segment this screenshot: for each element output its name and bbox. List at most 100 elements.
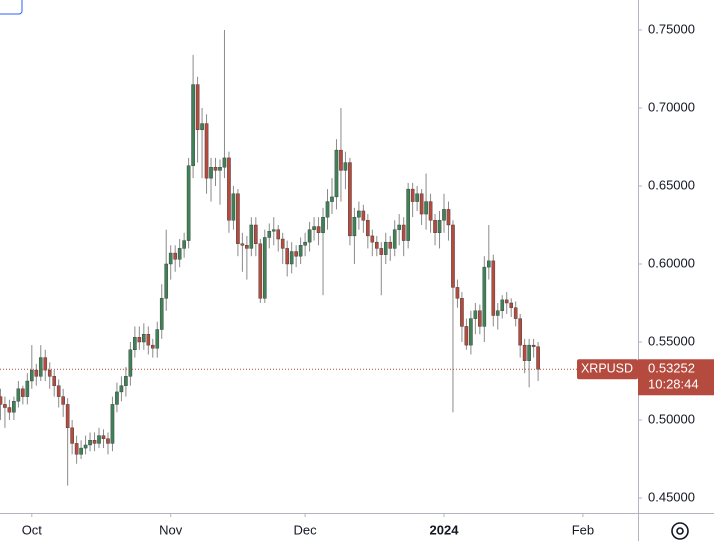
candle-body (249, 224, 254, 249)
x-tick-label: Nov (159, 522, 183, 537)
candle-body (406, 188, 410, 241)
candle-body (410, 188, 415, 202)
candle-body (513, 307, 518, 319)
candle-body (56, 385, 61, 397)
candle-body (16, 388, 21, 402)
candle-body (482, 266, 487, 327)
candle-body (352, 216, 357, 237)
candle-body (262, 237, 267, 299)
candle-body (357, 210, 361, 218)
candle-body (182, 240, 186, 249)
candle-body (245, 245, 249, 249)
y-tick-label: 0.45000 (648, 489, 695, 504)
candle-body (397, 224, 401, 230)
candle-body (531, 344, 536, 347)
candle-body (7, 407, 12, 413)
last-price-label: 0.53252 (648, 361, 695, 376)
candle-body (61, 396, 65, 405)
candle-body (518, 318, 522, 346)
candle-body (316, 226, 321, 233)
candle-body (47, 369, 52, 377)
settings-ring (671, 522, 689, 540)
candle-body (25, 380, 30, 397)
candle-body (101, 435, 106, 439)
candle-body (437, 220, 442, 233)
candle-body (168, 252, 173, 265)
candle-body (200, 123, 204, 131)
candle-body (164, 263, 169, 299)
candle-body (137, 337, 142, 343)
candle-body (231, 193, 236, 221)
candle-body (321, 216, 325, 233)
clipped-button[interactable] (0, 0, 23, 15)
candle-body (173, 252, 177, 260)
candle-body (374, 241, 379, 249)
y-tick-label: 0.60000 (648, 255, 695, 270)
candle-body (366, 220, 370, 237)
candle-body (339, 149, 343, 171)
y-tick-label: 0.75000 (648, 21, 695, 36)
candle-body (294, 251, 298, 257)
candle-body (119, 385, 124, 393)
candle-body (415, 193, 419, 202)
settings-icon[interactable] (671, 522, 689, 540)
candle-body (150, 344, 155, 349)
symbol-tag (577, 359, 638, 380)
candle-body (65, 404, 70, 429)
candle-body (267, 231, 272, 238)
candle-body (487, 260, 491, 268)
candle-body (186, 165, 191, 241)
candle-body (388, 241, 393, 249)
y-tick-label: 0.55000 (648, 333, 695, 348)
candle-body (133, 337, 137, 351)
candle-body (469, 318, 473, 346)
candle-body (325, 201, 330, 218)
candle-body (446, 209, 451, 226)
candle-body (3, 404, 7, 408)
candle-body (428, 201, 433, 221)
candle-body (30, 369, 34, 382)
candle-body (88, 440, 92, 446)
candle-body (195, 84, 200, 131)
candle-body (348, 162, 352, 237)
candle-body (159, 298, 164, 330)
candle-body (209, 167, 213, 179)
candle-body (527, 344, 531, 361)
candle-body (334, 149, 339, 198)
candle-body (442, 209, 446, 221)
settings-core (676, 527, 684, 535)
candle-body (222, 157, 227, 168)
candle-body (289, 251, 294, 265)
candle-body (38, 357, 43, 377)
candle-body (236, 193, 240, 244)
candle-body (361, 210, 366, 221)
candle-body (379, 248, 384, 255)
candle-body (280, 238, 285, 249)
candle-body (34, 369, 39, 377)
candle-body (204, 123, 209, 179)
candle-body (464, 326, 469, 346)
candle-body (227, 157, 231, 221)
candle-body (451, 224, 455, 288)
candle-body (285, 248, 289, 265)
candle-body (124, 376, 128, 386)
candle-body (97, 435, 101, 444)
y-tick-label: 0.65000 (648, 177, 695, 192)
candle-body (142, 333, 146, 343)
candle-body (491, 260, 496, 316)
candle-body (70, 427, 74, 444)
candle-body (83, 444, 88, 449)
candle-body (504, 299, 509, 304)
x-tick-label: Dec (294, 522, 318, 537)
candle-body (383, 241, 388, 255)
candle-body (392, 229, 397, 249)
candle-body (433, 220, 437, 233)
candle-body (110, 404, 115, 444)
candle-body (12, 401, 16, 413)
candle-body (419, 193, 424, 215)
candle-body (495, 310, 500, 316)
candle-body (258, 243, 263, 299)
candle-body (177, 248, 182, 260)
candle-body (155, 329, 160, 349)
